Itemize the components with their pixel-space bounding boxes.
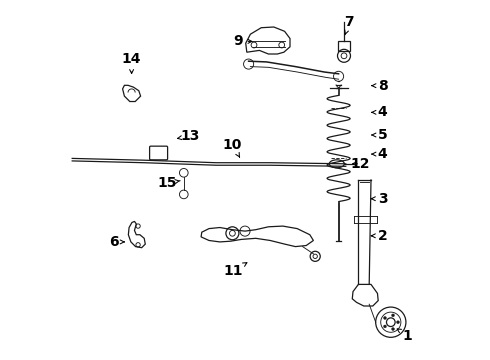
- Circle shape: [392, 328, 394, 330]
- Text: 3: 3: [371, 192, 387, 206]
- Text: 10: 10: [223, 138, 242, 157]
- Bar: [338, 41, 350, 51]
- Text: 13: 13: [177, 129, 200, 143]
- Text: 12: 12: [350, 157, 370, 171]
- Circle shape: [396, 321, 399, 324]
- Text: 15: 15: [158, 176, 180, 190]
- Text: 2: 2: [371, 229, 388, 243]
- Text: 14: 14: [122, 53, 141, 73]
- Text: 4: 4: [372, 105, 388, 119]
- Text: 5: 5: [372, 128, 388, 142]
- Text: 7: 7: [344, 15, 354, 35]
- Circle shape: [384, 316, 387, 319]
- Text: 6: 6: [109, 235, 124, 249]
- Text: 4: 4: [372, 147, 388, 161]
- Text: 8: 8: [372, 79, 388, 93]
- Text: 1: 1: [397, 329, 413, 342]
- Text: 11: 11: [224, 263, 247, 278]
- Text: 9: 9: [233, 35, 252, 48]
- Circle shape: [384, 325, 387, 328]
- Circle shape: [392, 314, 394, 317]
